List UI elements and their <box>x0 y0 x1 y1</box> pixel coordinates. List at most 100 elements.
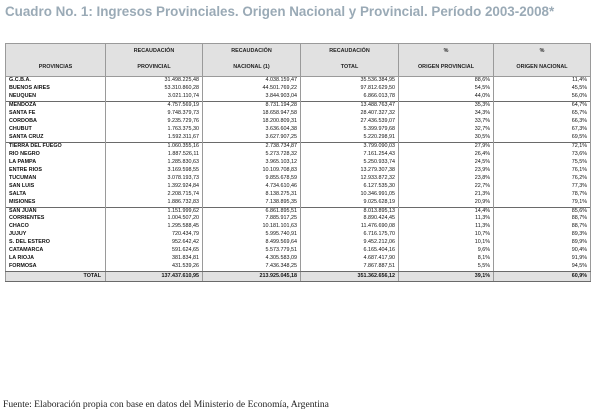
rec-nacional-cell: 8.731.194,28 <box>202 100 301 110</box>
pct-provincial-cell: 10,7% <box>398 231 494 240</box>
pct-provincial-cell: 88,6% <box>398 76 494 85</box>
header-rec-tot-top: RECAUDACIÓN <box>300 43 399 58</box>
rec-nacional-cell: 7.138.895,35 <box>202 198 301 207</box>
pct-provincial-cell: 11,3% <box>398 223 494 232</box>
rec-provincial-cell: 3.078.193,73 <box>105 174 203 183</box>
pct-provincial-cell: 11,3% <box>398 215 494 224</box>
province-name-cell: CHACO <box>5 223 106 232</box>
rec-total-cell: 5.250.933,74 <box>300 158 399 167</box>
rec-nacional-cell: 10.181.101,63 <box>202 223 301 232</box>
pct-nacional-cell: 56,0% <box>493 92 591 102</box>
table-row: FORMOSA 431.539,26 7.436.348,25 7.867.887,5… <box>5 263 591 273</box>
province-name-cell: FORMOSA <box>5 263 106 273</box>
table-row: CHACO 1.295.588,45 10.181.101,63 11.476.690… <box>5 223 591 232</box>
total-row: TOTAL 137.437.610,95 213.925.045,18 351.362… <box>5 271 591 283</box>
rec-provincial-cell: 1.392.924,84 <box>105 182 203 191</box>
rec-nacional-cell: 7.436.348,25 <box>202 263 301 273</box>
total-rec-provincial-cell: 137.437.610,95 <box>105 271 203 283</box>
rec-nacional-cell: 18.200.809,31 <box>202 117 301 126</box>
rec-nacional-cell: 7.885.917,25 <box>202 215 301 224</box>
header-provincias-top <box>5 43 106 58</box>
province-name-cell: TIERRA DEL FUEGO <box>5 141 106 151</box>
province-name-cell: MENDOZA <box>5 100 106 110</box>
header-rec-nac: NACIONAL (1) <box>202 58 301 77</box>
rec-total-cell: 3.799.090,03 <box>300 141 399 151</box>
rec-total-cell: 4.687.417,90 <box>300 255 399 264</box>
province-name-cell: MISIONES <box>5 198 106 207</box>
table-row: BUENOS AIRES 53.310.860,28 44.501.769,22 97… <box>5 84 591 93</box>
province-name-cell: NEUQUEN <box>5 92 106 102</box>
total-rec-nacional-cell: 213.925.045,18 <box>202 271 301 283</box>
pct-provincial-cell: 35,3% <box>398 100 494 110</box>
province-name-cell: CHUBUT <box>5 125 106 134</box>
total-rec-total-cell: 351.362.656,12 <box>300 271 399 283</box>
pct-nacional-cell: 76,2% <box>493 174 591 183</box>
rec-total-cell: 9.025.628,19 <box>300 198 399 207</box>
rec-provincial-cell: 9.748.379,73 <box>105 109 203 118</box>
table-row: RIO NEGRO 1.887.526,11 5.273.728,32 7.161.2… <box>5 150 591 159</box>
pct-provincial-cell: 32,7% <box>398 125 494 134</box>
rec-total-cell: 6.165.404,16 <box>300 247 399 256</box>
pct-nacional-cell: 77,3% <box>493 182 591 191</box>
table-row: SALTA 2.208.715,74 8.138.275,31 10.346.991,… <box>5 190 591 199</box>
pct-nacional-cell: 72,1% <box>493 141 591 151</box>
pct-nacional-cell: 89,3% <box>493 231 591 240</box>
pct-nacional-cell: 67,3% <box>493 125 591 134</box>
rec-provincial-cell: 4.757.569,19 <box>105 100 203 110</box>
pct-nacional-cell: 75,5% <box>493 158 591 167</box>
rec-total-cell: 7.867.887,51 <box>300 263 399 273</box>
rec-nacional-cell: 4.305.583,09 <box>202 255 301 264</box>
pct-nacional-cell: 45,5% <box>493 84 591 93</box>
revenue-table-container: RECAUDACIÓN RECAUDACIÓN RECAUDACIÓN % % … <box>5 43 591 283</box>
pct-provincial-cell: 54,5% <box>398 84 494 93</box>
pct-provincial-cell: 10,1% <box>398 239 494 248</box>
pct-nacional-cell: 66,3% <box>493 117 591 126</box>
table-row: SANTA CRUZ 1.592.311,67 3.627.907,25 5.220.… <box>5 133 591 143</box>
pct-provincial-cell: 20,9% <box>398 198 494 207</box>
rec-nacional-cell: 3.965.103,12 <box>202 158 301 167</box>
rec-provincial-cell: 1.886.732,83 <box>105 198 203 207</box>
pct-nacional-cell: 88,7% <box>493 215 591 224</box>
rec-total-cell: 13.279.307,38 <box>300 166 399 175</box>
source-note: Fuente: Elaboración propia con base en d… <box>3 399 329 410</box>
rec-nacional-cell: 3.844.903,04 <box>202 92 301 102</box>
header-pct-nac: ORIGEN NACIONAL <box>493 58 591 77</box>
pct-nacional-cell: 65,7% <box>493 109 591 118</box>
table-row: MENDOZA 4.757.569,19 8.731.194,28 13.488.76… <box>5 100 591 110</box>
pct-provincial-cell: 8,1% <box>398 255 494 264</box>
province-name-cell: SALTA <box>5 190 106 199</box>
header-pct-nac-top: % <box>493 43 591 58</box>
province-name-cell: JUJUY <box>5 231 106 240</box>
rec-provincial-cell: 3.021.110,74 <box>105 92 203 102</box>
pct-nacional-cell: 76,1% <box>493 166 591 175</box>
table-row: CORRIENTES 1.004.507,20 7.885.917,25 8.890.… <box>5 215 591 224</box>
rec-total-cell: 6.716.175,70 <box>300 231 399 240</box>
pct-nacional-cell: 73,6% <box>493 150 591 159</box>
rec-provincial-cell: 1.004.507,20 <box>105 215 203 224</box>
total-province-name-cell: TOTAL <box>5 271 106 283</box>
table-row: ENTRE RIOS 3.169.598,55 10.109.708,83 13.27… <box>5 166 591 175</box>
rec-nacional-cell: 8.499.569,64 <box>202 239 301 248</box>
total-pct-provincial-cell: 39,1% <box>398 271 494 283</box>
rec-provincial-cell: 2.208.715,74 <box>105 190 203 199</box>
pct-provincial-cell: 44,0% <box>398 92 494 102</box>
rec-nacional-cell: 3.636.604,38 <box>202 125 301 134</box>
rec-nacional-cell: 5.273.728,32 <box>202 150 301 159</box>
rec-provincial-cell: 431.539,26 <box>105 263 203 273</box>
rec-total-cell: 9.452.212,06 <box>300 239 399 248</box>
pct-nacional-cell: 78,7% <box>493 190 591 199</box>
rec-nacional-cell: 2.738.734,87 <box>202 141 301 151</box>
rec-provincial-cell: 1.592.311,67 <box>105 133 203 143</box>
pct-nacional-cell: 91,9% <box>493 255 591 264</box>
rec-provincial-cell: 1.887.526,11 <box>105 150 203 159</box>
rec-provincial-cell: 1.285.830,63 <box>105 158 203 167</box>
header-rec-prov-top: RECAUDACIÓN <box>105 43 203 58</box>
pct-provincial-cell: 34,3% <box>398 109 494 118</box>
rec-total-cell: 13.488.763,47 <box>300 100 399 110</box>
rec-provincial-cell: 1.763.375,30 <box>105 125 203 134</box>
header-pct-prov: ORIGEN PROVINCIAL <box>398 58 494 77</box>
rec-provincial-cell: 1.060.355,16 <box>105 141 203 151</box>
table-header: RECAUDACIÓN RECAUDACIÓN RECAUDACIÓN % % … <box>5 43 591 77</box>
pct-nacional-cell: 88,7% <box>493 223 591 232</box>
pct-nacional-cell: 79,1% <box>493 198 591 207</box>
